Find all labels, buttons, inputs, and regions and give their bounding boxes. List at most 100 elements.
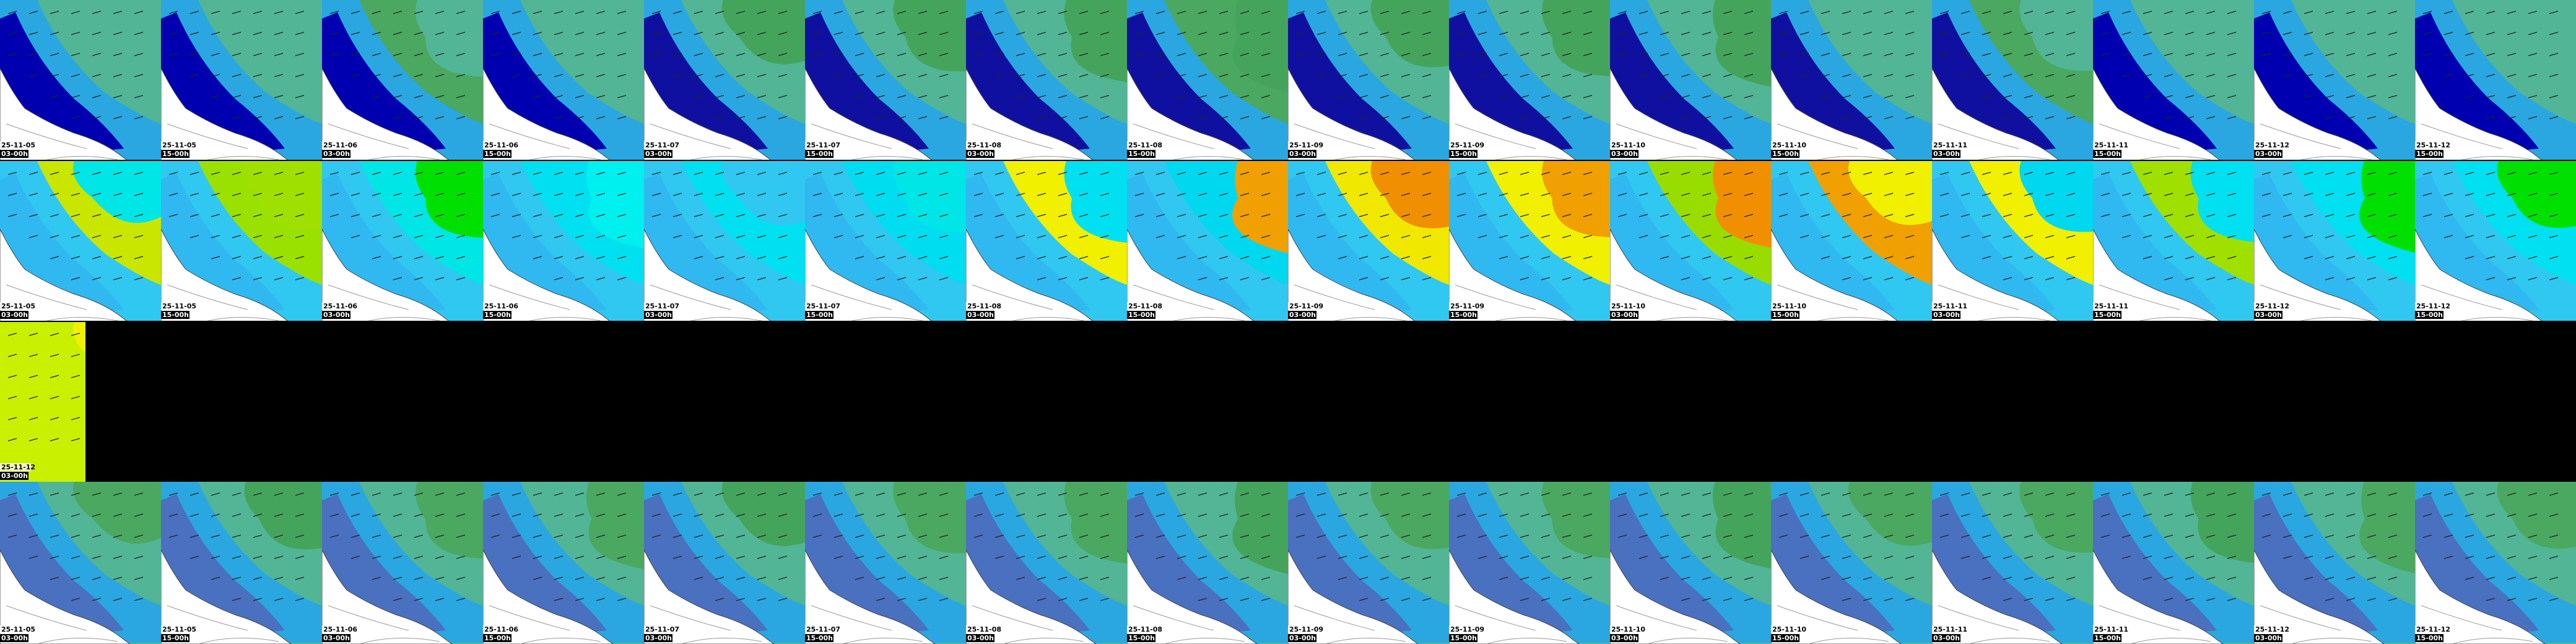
wind-arrow (1016, 492, 1025, 496)
wind-arrow (113, 577, 123, 580)
wind-arrow (2367, 492, 2377, 496)
wind-arrow (50, 534, 59, 538)
road (2099, 123, 2211, 160)
wind-arrow (1037, 74, 1046, 77)
time-label: 15-00h (1772, 311, 1799, 319)
label-bg (805, 150, 833, 158)
land (1610, 549, 1741, 644)
wind-arrow (973, 193, 983, 196)
land (0, 228, 128, 321)
wind-arrow (1778, 172, 1788, 175)
wind-arrow (1338, 11, 1347, 14)
wind-arrow (2465, 74, 2474, 77)
wind-arrow (2486, 116, 2496, 120)
wind-arrow (596, 116, 606, 120)
wind-arrow (71, 598, 80, 601)
wind-arrow (2528, 95, 2538, 98)
wind-arrow (1982, 172, 1991, 175)
land (1932, 228, 2060, 321)
label-bg (0, 634, 28, 642)
wind-arrow (617, 534, 627, 538)
wind-arrow (1079, 95, 1089, 98)
wind-arrow (651, 32, 661, 35)
wind-arrow (1079, 256, 1089, 259)
wind-arrow (2227, 32, 2237, 35)
wind-arrow (2549, 53, 2559, 56)
wind-arrow (2206, 11, 2216, 14)
wind-arrow (1198, 513, 1208, 517)
label-bg (483, 302, 514, 310)
wind-arrow (2346, 116, 2356, 120)
wind-arrow (2143, 513, 2152, 517)
wind-arrow (1177, 172, 1186, 175)
wind-arrow (2261, 32, 2271, 35)
wind-arrow (1359, 214, 1368, 217)
time-label: 03-00h (1, 634, 28, 642)
wind-arrow (2121, 74, 2131, 77)
wind-arrow (232, 193, 242, 196)
wind-arrow (414, 53, 424, 56)
wind-arrow (7, 417, 17, 420)
wind-arrow (812, 214, 822, 217)
wind-arrow (71, 11, 80, 14)
wind-arrow (1520, 53, 1530, 56)
wind-arrow (1702, 555, 1712, 559)
road (328, 284, 440, 321)
road (811, 284, 923, 321)
wind-arrow (2206, 74, 2216, 77)
wind-arrow (274, 172, 284, 175)
wind-arrow (1134, 534, 1144, 538)
wind-arrow (253, 534, 263, 538)
wind-arrow (1155, 534, 1165, 538)
wind-arrow (2282, 214, 2292, 217)
wind-arrow (295, 235, 305, 238)
wind-arrow (1617, 492, 1627, 496)
wind-arrow (1219, 235, 1229, 238)
wind-arrow (1198, 598, 1208, 601)
wind-arrow (2227, 95, 2237, 98)
wind-arrow (1037, 32, 1046, 35)
wind-arrow (2528, 555, 2538, 559)
wind-arrow (393, 95, 402, 98)
wind-arrow (113, 172, 123, 175)
wind-arrow (1079, 53, 1089, 56)
wind-arrow (490, 513, 500, 517)
wind-arrow (113, 235, 123, 238)
wind-arrow (92, 555, 102, 559)
wind-arrow (973, 214, 983, 217)
wind-arrow (2045, 598, 2055, 601)
wind-arrow (2465, 256, 2474, 259)
wind-arrow (554, 32, 564, 35)
wind-arrow (1316, 534, 1326, 538)
wind-arrow (1198, 577, 1208, 580)
wind-arrow (92, 277, 102, 281)
wind-arrow (2367, 214, 2377, 217)
wind-arrow (1960, 32, 1970, 35)
wind-arrow (2185, 116, 2195, 120)
wind-arrow (1863, 74, 1873, 77)
wind-arrow (1520, 172, 1530, 175)
wind-arrow (253, 11, 263, 14)
wind-arrow (2486, 577, 2496, 580)
wind-arrow (1316, 32, 1326, 35)
wind-arrow (1338, 214, 1347, 217)
wind-arrow (350, 513, 360, 517)
wind-arrow (1016, 32, 1025, 35)
wind-arrow (2066, 577, 2076, 580)
wind-arrow (134, 95, 144, 98)
wind-arrow (897, 513, 907, 517)
wind-arrow (1681, 598, 1690, 601)
wind-arrow (533, 11, 542, 14)
wind-arrow (1198, 74, 1208, 77)
wind-arrow (2066, 235, 2076, 238)
date-label: 25-11-06 (484, 302, 518, 310)
wind-arrow (71, 193, 80, 196)
wind-arrow (2325, 172, 2334, 175)
wind-arrow (1562, 32, 1572, 35)
wind-arrow (2465, 32, 2474, 35)
wind-arrow (1422, 577, 1432, 580)
wind-arrow (1295, 492, 1305, 496)
wind-arrow (393, 534, 402, 538)
wind-arrow (2304, 492, 2313, 496)
